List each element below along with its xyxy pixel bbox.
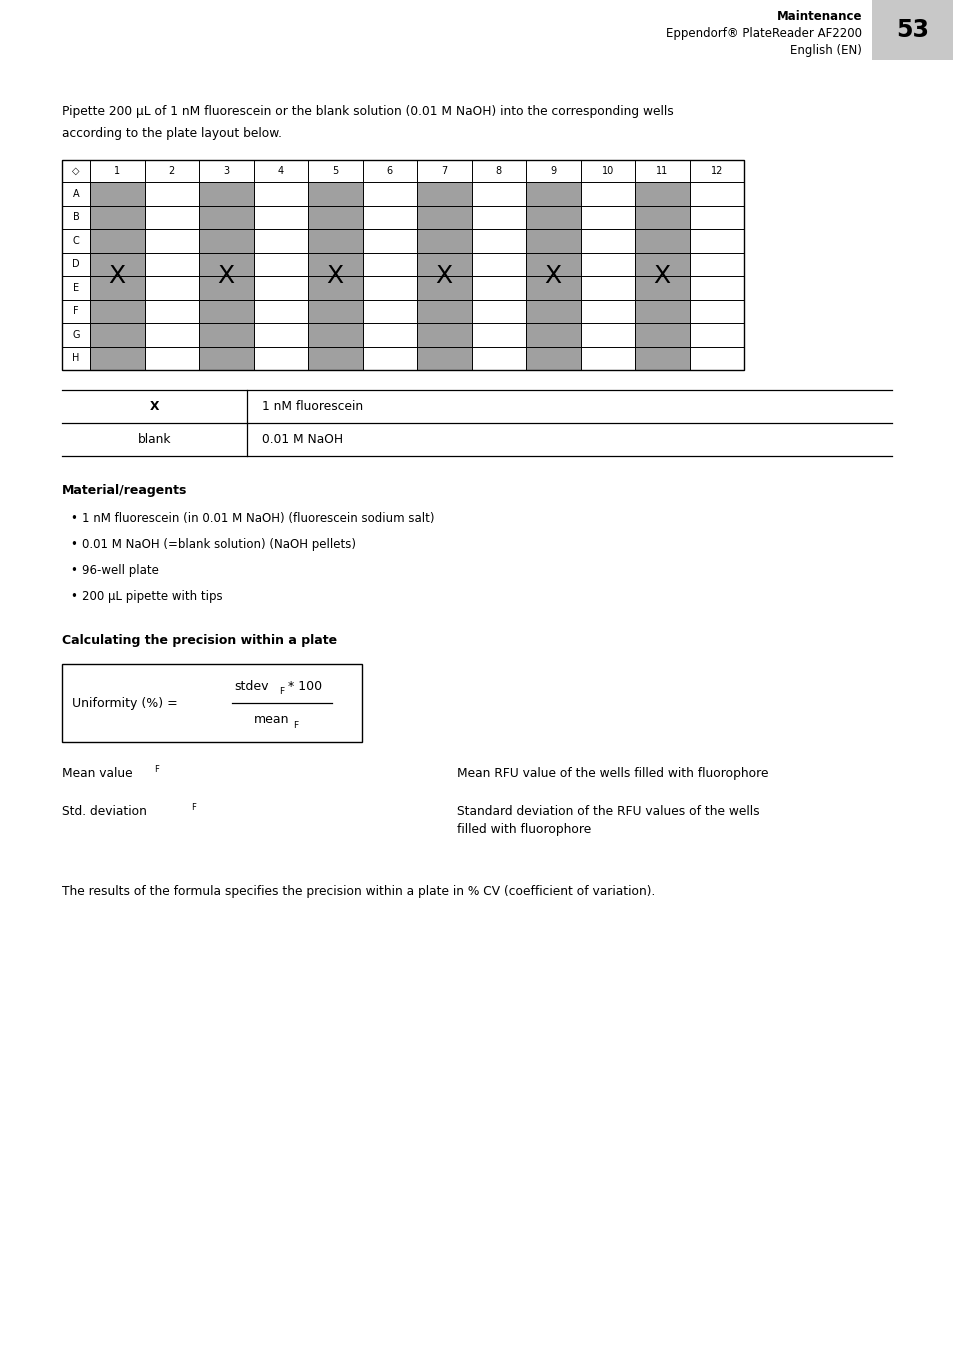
Text: * 100: * 100 [287, 680, 321, 693]
Text: blank: blank [137, 433, 172, 446]
Text: stdev: stdev [233, 680, 268, 693]
Text: The results of the formula specifies the precision within a plate in % CV (coeff: The results of the formula specifies the… [62, 886, 655, 898]
Text: Eppendorf® PlateReader AF2200: Eppendorf® PlateReader AF2200 [665, 27, 862, 40]
Bar [635, 182, 689, 370]
Text: C: C [72, 236, 79, 246]
Bar [62, 161, 743, 370]
Text: 200 μL pipette with tips: 200 μL pipette with tips [82, 590, 222, 603]
Text: Maintenance: Maintenance [776, 9, 862, 23]
Text: F: F [73, 306, 79, 316]
Text: ◇: ◇ [72, 166, 80, 176]
Text: D: D [72, 259, 80, 269]
Bar [308, 182, 362, 370]
Text: Std. deviation: Std. deviation [62, 805, 147, 818]
Text: Calculating the precision within a plate: Calculating the precision within a plate [62, 634, 336, 647]
Text: 9: 9 [550, 166, 556, 176]
Text: 10: 10 [601, 166, 613, 176]
Bar [199, 182, 253, 370]
Text: 53: 53 [896, 18, 928, 42]
Text: F: F [153, 764, 159, 774]
Text: 6: 6 [386, 166, 393, 176]
Bar [871, 0, 953, 59]
Text: Mean RFU value of the wells filled with fluorophore: Mean RFU value of the wells filled with … [456, 767, 768, 780]
Text: F: F [294, 721, 298, 729]
Text: F: F [279, 687, 284, 697]
Text: 5: 5 [332, 166, 338, 176]
Text: 4: 4 [277, 166, 283, 176]
Text: according to the plate layout below.: according to the plate layout below. [62, 127, 282, 140]
Text: 0.01 M NaOH: 0.01 M NaOH [262, 433, 343, 446]
Text: X: X [544, 265, 561, 288]
Text: X: X [150, 400, 159, 413]
Text: X: X [436, 265, 453, 288]
Text: 96-well plate: 96-well plate [82, 564, 159, 576]
Text: 2: 2 [169, 166, 174, 176]
Text: X: X [217, 265, 234, 288]
Text: English (EN): English (EN) [789, 45, 862, 57]
Bar [416, 182, 471, 370]
Text: 7: 7 [440, 166, 447, 176]
Text: 11: 11 [656, 166, 668, 176]
Text: •: • [71, 539, 77, 551]
Bar [62, 664, 361, 743]
Text: •: • [71, 564, 77, 576]
Text: Mean value: Mean value [62, 767, 132, 780]
Text: 1: 1 [114, 166, 120, 176]
Text: mean: mean [253, 713, 289, 726]
Text: G: G [72, 329, 80, 340]
Text: •: • [71, 590, 77, 603]
Text: •: • [71, 512, 77, 525]
Text: 3: 3 [223, 166, 229, 176]
Text: 8: 8 [496, 166, 501, 176]
Bar [90, 182, 144, 370]
Text: 1 nM fluorescein (in 0.01 M NaOH) (fluorescein sodium salt): 1 nM fluorescein (in 0.01 M NaOH) (fluor… [82, 512, 434, 525]
Bar [525, 182, 579, 370]
Text: B: B [72, 212, 79, 223]
Text: Material/reagents: Material/reagents [62, 485, 187, 497]
Text: F: F [191, 802, 195, 811]
Text: E: E [72, 282, 79, 293]
Text: 1 nM fluorescein: 1 nM fluorescein [262, 400, 363, 413]
Text: X: X [653, 265, 670, 288]
Text: A: A [72, 189, 79, 198]
Text: X: X [109, 265, 126, 288]
Text: 0.01 M NaOH (=blank solution) (NaOH pellets): 0.01 M NaOH (=blank solution) (NaOH pell… [82, 539, 355, 551]
Text: 12: 12 [710, 166, 722, 176]
Text: Pipette 200 μL of 1 nM fluorescein or the blank solution (0.01 M NaOH) into the : Pipette 200 μL of 1 nM fluorescein or th… [62, 105, 673, 117]
Text: H: H [72, 354, 80, 363]
Text: Standard deviation of the RFU values of the wells
filled with fluorophore: Standard deviation of the RFU values of … [456, 805, 759, 836]
Text: Uniformity (%) =: Uniformity (%) = [71, 697, 177, 710]
Text: X: X [326, 265, 343, 288]
